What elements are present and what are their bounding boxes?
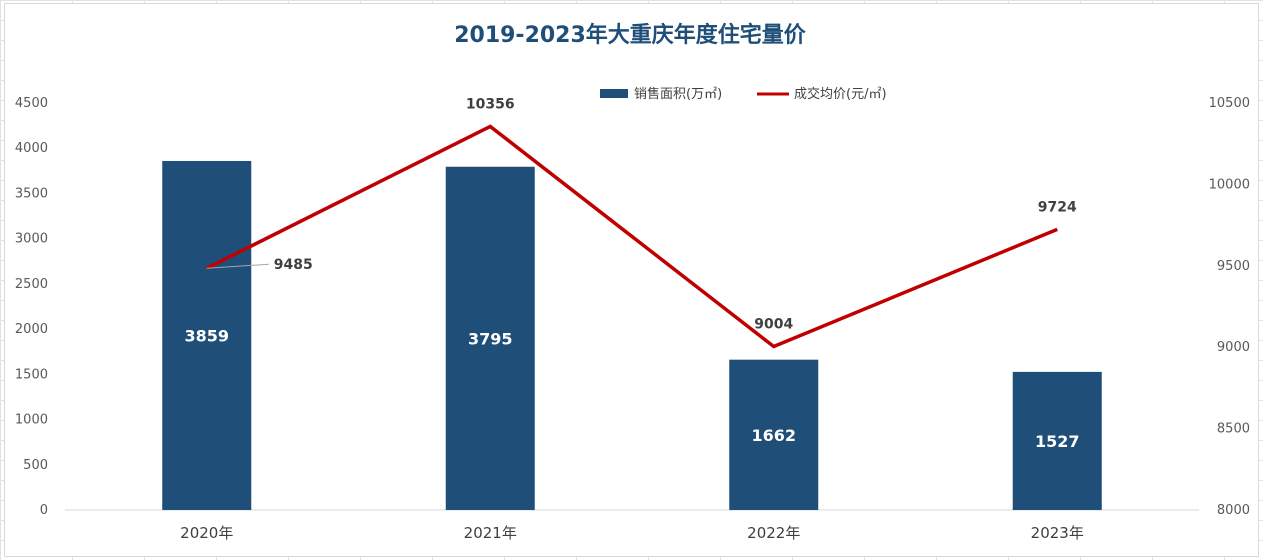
- left-y-tick-label: 4000: [15, 141, 48, 156]
- left-y-tick-label: 500: [23, 458, 48, 473]
- bar-data-labels: 3859 3795 1662 1527: [184, 326, 1079, 450]
- bar: [162, 160, 252, 510]
- line-data-label-leader: [206, 263, 269, 269]
- legend[interactable]: 销售面积(万㎡) 成交均价(元/㎡): [600, 86, 887, 102]
- x-tick-label: 2023年: [1031, 524, 1084, 542]
- x-tick-label: 2022年: [747, 524, 800, 542]
- bar-data-label: 3859: [184, 326, 229, 345]
- left-y-tick-label: 3500: [15, 186, 48, 201]
- right-y-tick-label: 10000: [1209, 177, 1250, 192]
- left-y-tick-label: 3000: [15, 232, 48, 247]
- x-tick-label: 2021年: [464, 524, 517, 542]
- right-y-tick-label: 8500: [1217, 422, 1250, 437]
- line-data-label: 10356: [466, 96, 515, 112]
- right-y-tick-label: 8000: [1217, 503, 1250, 518]
- left-y-tick-label: 2500: [15, 277, 48, 292]
- line-data-label: 9004: [754, 317, 793, 333]
- line-series: [205, 124, 1058, 349]
- left-y-tick-label: 4500: [15, 96, 48, 111]
- bar: [1012, 371, 1102, 510]
- price-line: [205, 124, 1058, 349]
- left-y-axis: 0 500 1000 1500 2000 2500 3000 3500 4000 4500: [15, 96, 48, 518]
- x-axis: 2020年 2021年 2022年 2023年: [180, 524, 1084, 542]
- x-tick-label: 2020年: [180, 524, 233, 542]
- chart-title: 2019-2023年大重庆年度住宅量价: [454, 22, 807, 48]
- line-data-label: 9485: [274, 257, 313, 273]
- bar-data-label: 1527: [1035, 432, 1080, 451]
- right-y-tick-label: 9000: [1217, 340, 1250, 355]
- legend-swatch-bar: [600, 89, 628, 98]
- legend-label-bar: 销售面积(万㎡): [634, 86, 722, 102]
- left-y-tick-label: 0: [40, 503, 48, 518]
- bar-data-label: 1662: [751, 426, 796, 445]
- right-y-axis: 8000 8500 9000 9500 10000 10500: [1209, 96, 1250, 518]
- right-y-tick-label: 9500: [1217, 259, 1250, 274]
- left-y-tick-label: 1000: [15, 413, 48, 428]
- bar: [729, 359, 819, 510]
- right-y-tick-label: 10500: [1209, 96, 1250, 111]
- left-y-tick-label: 2000: [15, 322, 48, 337]
- legend-label-line: 成交均价(元/㎡): [794, 86, 887, 102]
- left-y-tick-label: 1500: [15, 367, 48, 382]
- bar-series: [162, 160, 1102, 510]
- line-data-label: 9724: [1038, 199, 1077, 215]
- bar-data-label: 3795: [468, 329, 513, 348]
- bar: [445, 166, 535, 510]
- line-data-labels: 9485 10356 9004 9724: [206, 96, 1077, 333]
